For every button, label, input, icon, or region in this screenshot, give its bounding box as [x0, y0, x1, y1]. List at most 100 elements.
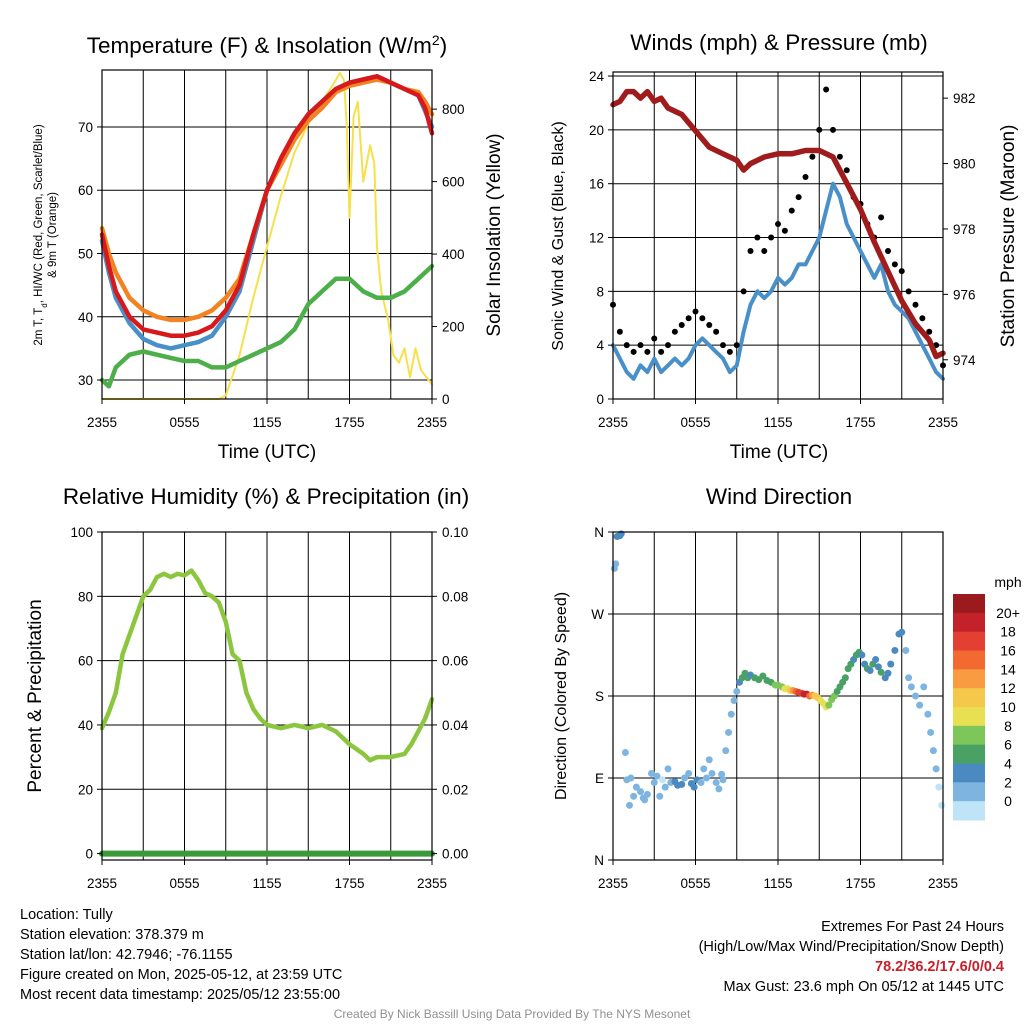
y-tick-label: 12 [589, 231, 604, 246]
extremes-title: Extremes For Past 24 Hours [821, 919, 1004, 935]
direction-point [656, 792, 664, 800]
colorbar-swatch [953, 744, 985, 764]
temperature-ylabel: 2m T, Td, HI/WC (Red, Green, Scarlet/Blu… [33, 124, 49, 345]
direction-point [722, 747, 730, 755]
temperature-ylabel-line2: & 9m T (Orange) [47, 192, 59, 278]
direction-point [887, 660, 895, 668]
gust-point [720, 342, 726, 349]
x-tick-label: 0555 [169, 415, 199, 430]
gust-point [706, 321, 713, 328]
direction-point [659, 776, 666, 784]
direction-point [708, 769, 716, 777]
direction-point [727, 710, 735, 718]
direction-point [730, 697, 738, 705]
y-tick-label: 50 [78, 246, 93, 261]
y-tick-label: 40 [78, 718, 93, 733]
y2-tick-label: 400 [442, 247, 465, 262]
direction-point [733, 687, 741, 695]
x-tick-label: 2355 [598, 415, 628, 430]
direction-point [825, 701, 833, 709]
station-location: Location: Tully [20, 907, 113, 923]
gust-point [733, 342, 740, 349]
x-tick-label: 1155 [763, 415, 792, 430]
gust-point [795, 194, 802, 201]
y-tick-label: 60 [78, 654, 93, 669]
gust-point [671, 328, 678, 335]
colorbar-label: 2 [1004, 774, 1012, 790]
colorbar-swatch [953, 631, 985, 651]
colorbar-label: 20+ [996, 605, 1020, 621]
y-tick-label: N [594, 525, 604, 540]
winds-panel: Winds (mph) & Pressure (mb) 0 4 8 12 16 20 24 9… [550, 30, 1019, 463]
gust-point [775, 221, 781, 228]
wind-direction-points [610, 530, 946, 809]
wind-direction-ticks: N E S W N 2355 0555 1155 1755 2355 [591, 525, 958, 891]
colorbar-label: 16 [1000, 643, 1016, 659]
series-2m-t [99, 74, 435, 338]
colorbar-swatch [953, 612, 985, 633]
gust-point [823, 86, 830, 93]
y2-tick-label: 600 [442, 175, 465, 190]
winds-xlabel: Time (UTC) [730, 442, 829, 463]
direction-point [632, 783, 640, 791]
direction-point [685, 769, 693, 777]
direction-point [648, 769, 655, 777]
gust-point [898, 268, 905, 275]
direction-point [661, 783, 669, 791]
direction-point [907, 683, 915, 691]
x-tick-label: 1155 [763, 876, 792, 891]
direction-point [935, 783, 943, 791]
y-tick-label: 100 [70, 525, 93, 540]
gust-point [781, 227, 788, 234]
colorbar-unit: mph [994, 574, 1021, 590]
colorbar-label: 12 [1000, 680, 1016, 696]
colorbar-label: 4 [1004, 756, 1012, 772]
series-pressure [610, 88, 946, 360]
y-tick-label: 40 [78, 310, 93, 325]
insolation-ylabel: Solar Insolation (Yellow) [484, 133, 505, 336]
direction-point [927, 728, 935, 736]
gust-point [830, 126, 836, 133]
x-tick-label: 1755 [845, 876, 875, 891]
colorbar-label: 8 [1004, 718, 1012, 734]
y-tick-label: 0 [596, 392, 604, 407]
direction-point [643, 790, 651, 798]
y-tick-label: 30 [78, 373, 93, 388]
extremes-values: 78.2/36.2/17.6/0/0.4 [875, 959, 1004, 975]
temperature-title: Temperature (F) & Insolation (W/m2) [87, 32, 447, 58]
colorbar-swatch [953, 725, 985, 746]
direction-point [916, 701, 924, 709]
gust-point [665, 342, 671, 349]
colorbar-swatch [953, 782, 985, 802]
gust-point [919, 315, 926, 322]
gust-point [788, 207, 795, 214]
gust-point [630, 348, 637, 355]
x-tick-label: 1755 [334, 415, 364, 430]
y2-tick-label: 800 [442, 102, 465, 117]
humidity-title: Relative Humidity (%) & Precipitation (i… [63, 484, 469, 509]
direction-point [681, 774, 688, 782]
x-tick-label: 2355 [87, 415, 117, 430]
station-elevation: Station elevation: 378.379 m [20, 927, 204, 943]
direction-point [705, 756, 713, 764]
colorbar-swatch [953, 763, 985, 783]
direction-point [877, 668, 885, 676]
y-tick-label: 80 [78, 589, 93, 604]
y-tick-label: 0 [85, 847, 93, 862]
direction-point [912, 692, 919, 700]
plot-frame [101, 69, 433, 400]
x-tick-label: 2355 [87, 876, 117, 891]
gust-point [754, 234, 761, 241]
direction-point [715, 785, 723, 793]
gust-point [761, 247, 768, 254]
gust-point [836, 153, 843, 160]
gust-point [699, 315, 706, 322]
direction-point [627, 774, 635, 782]
direction-point [697, 779, 705, 787]
direction-point [700, 765, 708, 773]
gust-point [678, 321, 685, 328]
gust-point [713, 328, 720, 335]
y2-tick-label: 0.00 [442, 847, 468, 862]
x-tick-label: 2355 [928, 876, 958, 891]
direction-point [703, 774, 710, 782]
